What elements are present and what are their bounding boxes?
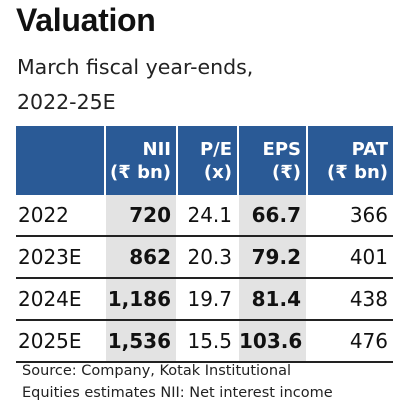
cell-pat: 401: [307, 236, 393, 279]
cell-eps: 81.4: [238, 278, 308, 321]
cell-eps: 79.2: [238, 236, 308, 279]
unit-eps: (₹): [238, 161, 308, 195]
cell-nii: 1,536: [105, 320, 178, 363]
table-row: 2025E 1,536 15.5 103.6 476: [16, 320, 393, 363]
subtitle-line-1: March fiscal year-ends,: [17, 55, 254, 79]
header-pe: P/E: [177, 126, 239, 161]
valuation-table: NII P/E EPS PAT (₹ bn) (x) (₹) (₹ bn) 20…: [16, 126, 393, 363]
table-row: 2022 720 24.1 66.7 366: [16, 195, 393, 237]
source-note: Source: Company, Kotak Institutional Equ…: [22, 360, 402, 404]
subtitle-line-2: 2022-25E: [17, 90, 116, 114]
unit-pe: (x): [177, 161, 239, 195]
header-pat: PAT: [307, 126, 393, 161]
source-line-1: Source: Company, Kotak Institutional: [22, 363, 292, 379]
header-year-blank-2: [16, 161, 106, 195]
cell-pe: 24.1: [177, 195, 239, 237]
header-row-names: NII P/E EPS PAT: [16, 126, 393, 161]
table-subtitle: March fiscal year-ends, 2022-25E: [17, 50, 377, 120]
cell-pe: 20.3: [177, 236, 239, 279]
unit-nii: (₹ bn): [105, 161, 178, 195]
table-title: Valuation: [16, 2, 156, 38]
table-row: 2024E 1,186 19.7 81.4 438: [16, 278, 393, 321]
header-nii: NII: [105, 126, 178, 161]
cell-year: 2024E: [16, 278, 106, 321]
header-year-blank: [16, 126, 106, 161]
cell-eps: 103.6: [238, 320, 308, 363]
cell-year: 2025E: [16, 320, 106, 363]
cell-pe: 15.5: [177, 320, 239, 363]
header-eps: EPS: [238, 126, 308, 161]
unit-pat: (₹ bn): [307, 161, 393, 195]
header-row-units: (₹ bn) (x) (₹) (₹ bn): [16, 161, 393, 195]
table-row: 2023E 862 20.3 79.2 401: [16, 236, 393, 279]
cell-pat: 476: [307, 320, 393, 363]
cell-year: 2022: [16, 195, 106, 237]
cell-pat: 366: [307, 195, 393, 237]
cell-nii: 720: [105, 195, 178, 237]
cell-nii: 1,186: [105, 278, 178, 321]
cell-year: 2023E: [16, 236, 106, 279]
cell-pat: 438: [307, 278, 393, 321]
cell-eps: 66.7: [238, 195, 308, 237]
cell-nii: 862: [105, 236, 178, 279]
cell-pe: 19.7: [177, 278, 239, 321]
source-line-2: Equities estimates NII: Net interest inc…: [22, 385, 333, 401]
